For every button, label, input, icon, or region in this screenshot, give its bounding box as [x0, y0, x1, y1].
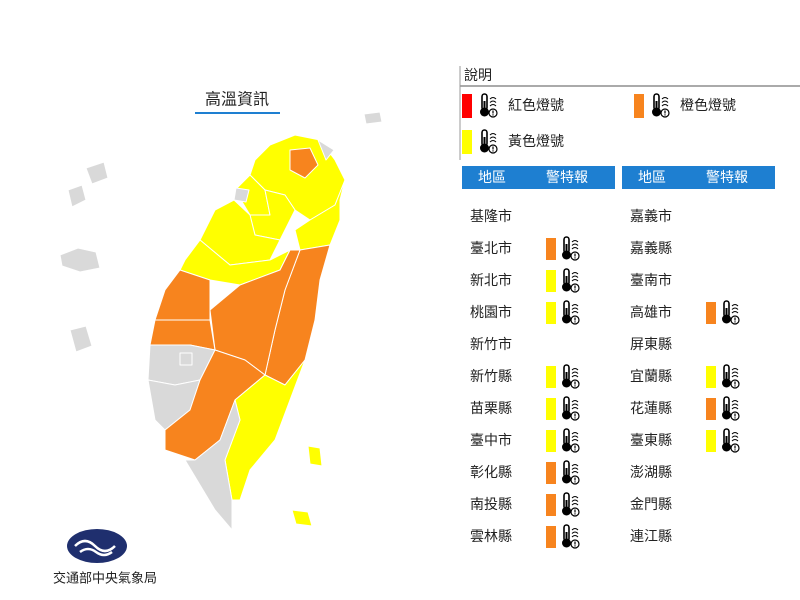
warning-swatch — [546, 270, 556, 292]
taiwan-map — [59, 111, 383, 531]
table-header: 地區 — [638, 170, 666, 186]
table-header-bar — [462, 166, 615, 189]
region-name: 金門縣 — [630, 497, 672, 513]
legend-swatch — [462, 94, 472, 118]
region-shape — [154, 269, 211, 321]
region-name: 屏東縣 — [630, 337, 672, 353]
region-name: 桃園市 — [470, 304, 512, 321]
table-header: 警特報 — [706, 170, 748, 186]
table-header: 地區 — [478, 170, 506, 186]
region-shape — [317, 139, 335, 161]
agency-logo-mark — [74, 539, 116, 557]
region-shape — [85, 161, 109, 185]
warning-icon — [561, 268, 580, 293]
warning-icon — [721, 396, 740, 421]
legend-label: 橙色燈號 — [680, 97, 736, 114]
warning-icon — [561, 428, 580, 453]
warning-swatch — [706, 398, 716, 420]
region-shape — [209, 249, 301, 376]
region-shape — [59, 247, 101, 273]
legend-swatch — [634, 94, 644, 118]
region-name: 南投縣 — [470, 497, 512, 513]
region-name: 新北市 — [470, 272, 512, 289]
warning-icon — [561, 236, 580, 261]
map-title: 高溫資訊 — [205, 90, 269, 109]
warning-swatch — [546, 494, 556, 516]
warning-swatch — [546, 302, 556, 324]
legend-label: 紅色燈號 — [508, 97, 564, 114]
warning-icon — [561, 396, 580, 421]
warning-swatch — [706, 302, 716, 324]
region-shape — [69, 325, 93, 353]
agency-logo — [67, 529, 127, 563]
warning-swatch — [546, 430, 556, 452]
warning-icon — [479, 93, 498, 118]
region-name: 連江縣 — [630, 529, 672, 545]
region-name: 嘉義市 — [630, 208, 672, 225]
region-shape — [294, 179, 346, 251]
region-shape — [307, 445, 323, 467]
region-name: 基隆市 — [470, 208, 512, 225]
region-name: 澎湖縣 — [630, 465, 672, 481]
region-shape — [233, 187, 250, 203]
region-name: 苗栗縣 — [470, 401, 512, 417]
warning-icon — [561, 492, 580, 517]
region-shape — [289, 147, 319, 179]
warning-icon — [561, 460, 580, 485]
region-shape — [179, 352, 193, 366]
warning-icon — [561, 364, 580, 389]
warning-icon — [721, 428, 740, 453]
region-name: 宜蘭縣 — [630, 369, 672, 385]
region-name: 臺中市 — [470, 432, 512, 449]
region-name: 雲林縣 — [470, 529, 512, 545]
warning-swatch — [546, 238, 556, 260]
region-shape — [291, 509, 313, 527]
region-shape — [363, 111, 383, 125]
warning-icon — [561, 300, 580, 325]
warning-icon — [721, 300, 740, 325]
region-name: 臺東縣 — [630, 433, 672, 449]
warning-swatch — [546, 366, 556, 388]
agency-name: 交通部中央氣象局 — [53, 571, 157, 587]
region-name: 臺北市 — [470, 240, 512, 257]
warning-icon — [651, 93, 670, 118]
region-name: 嘉義縣 — [630, 240, 672, 257]
region-shape — [184, 399, 241, 531]
warning-swatch — [546, 398, 556, 420]
region-name: 臺南市 — [630, 272, 672, 289]
legend-title: 說明 — [464, 67, 492, 84]
region-name: 新竹縣 — [470, 369, 512, 385]
table-header-bar — [622, 166, 775, 189]
warning-icon — [479, 129, 498, 154]
region-name: 高雄市 — [630, 304, 672, 321]
warning-swatch — [706, 430, 716, 452]
warning-swatch — [546, 526, 556, 548]
legend-label: 黃色燈號 — [508, 133, 564, 150]
region-name: 花蓮縣 — [630, 401, 672, 417]
region-name: 新竹市 — [470, 336, 512, 353]
region-shape — [67, 184, 87, 208]
warning-icon — [721, 364, 740, 389]
warning-swatch — [546, 462, 556, 484]
warning-icon — [561, 524, 580, 549]
table-header: 警特報 — [546, 170, 588, 186]
legend-swatch — [462, 130, 472, 154]
warning-swatch — [706, 366, 716, 388]
region-name: 彰化縣 — [470, 464, 512, 481]
